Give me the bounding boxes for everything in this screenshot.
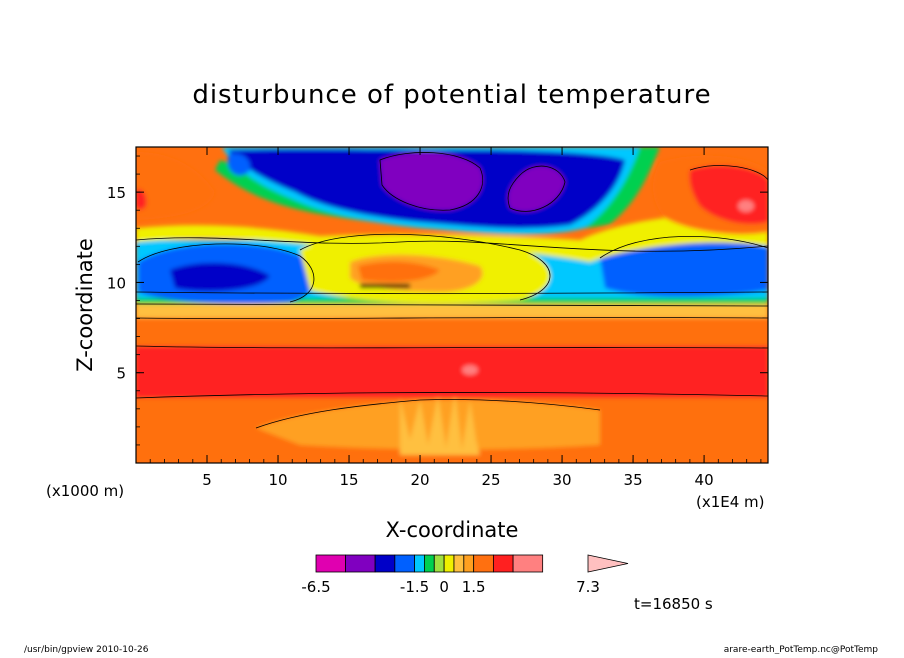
cold-core-upper-left [228,153,251,176]
colorbar-segment [433,554,445,573]
colorbar-tick-labels: -6.5 -1.5 0 1.5 7.3 [301,578,600,596]
cold-core-upper [380,152,483,211]
chart-title: disturbunce of potential temperature [192,80,711,110]
time-stamp: t=16850 s [634,595,713,613]
x-tick-label: 15 [339,471,358,489]
x-tick-label: 20 [410,471,429,489]
x-tick-label: 5 [202,471,212,489]
colorbar-segment [443,554,455,573]
warm-spot-center [462,365,478,375]
y-tick-label: 15 [107,184,126,202]
footer-right: arare-earth_PotTemp.nc@PotTemp [724,645,879,654]
y-axis: 5 10 15 [107,155,768,446]
y-unit-label: (x1000 m) [46,482,124,500]
y-tick-label: 5 [116,365,126,383]
colorbar-tick-label: -6.5 [301,578,330,596]
x-tick-label: 30 [553,471,572,489]
colorbar-segment [424,554,435,573]
surface-convection [400,392,480,455]
cold-core-upper-east [508,166,565,212]
x-tick-label: 40 [695,471,714,489]
surface-orange-patch [256,399,600,450]
footer-left: /usr/bin/gpview 2010-10-26 [24,645,149,654]
colorbar-segment [315,554,346,573]
colorbar-segment [512,554,544,573]
warm-corner-east-peak [738,200,754,212]
colorbar-tick-label: -1.5 [400,578,429,596]
x-tick-label: 10 [268,471,287,489]
y-tick-label: 10 [107,274,126,292]
cold-core-west [170,262,270,292]
colorbar [315,554,629,573]
colorbar-segment [414,554,425,573]
plot-frame [135,146,769,464]
colorbar-tick-label: 7.3 [576,578,600,596]
x-axis: 5 10 15 20 25 30 35 40 [149,147,762,489]
warm-corner-west-core [136,189,147,210]
colorbar-segment [374,554,396,573]
colorbar-segment [345,554,376,573]
sharp-gradient-line [360,284,410,288]
colorbar-segment [453,554,465,573]
colorbar-segment [463,554,475,573]
colorbar-segment [394,554,415,573]
warm-lens-core [358,261,440,282]
band-yellow-mid [136,304,768,318]
colorbar-tick-label: 0 [439,578,449,596]
colorbar-segment [492,554,514,573]
colorbar-extend-max [587,554,629,573]
colorbar-tick-label: 1.5 [462,578,486,596]
colorbar-segment [473,554,494,573]
warm-corner-west [136,152,215,220]
y-axis-title: Z-coordinate [73,238,97,372]
x-tick-label: 25 [482,471,501,489]
contour-lines [136,152,768,429]
plot-area [136,147,768,463]
x-axis-title: X-coordinate [386,518,519,542]
band-red [136,346,768,398]
x-tick-label: 35 [624,471,643,489]
band-orange-mid [136,318,768,346]
x-unit-label: (x1E4 m) [696,493,765,511]
